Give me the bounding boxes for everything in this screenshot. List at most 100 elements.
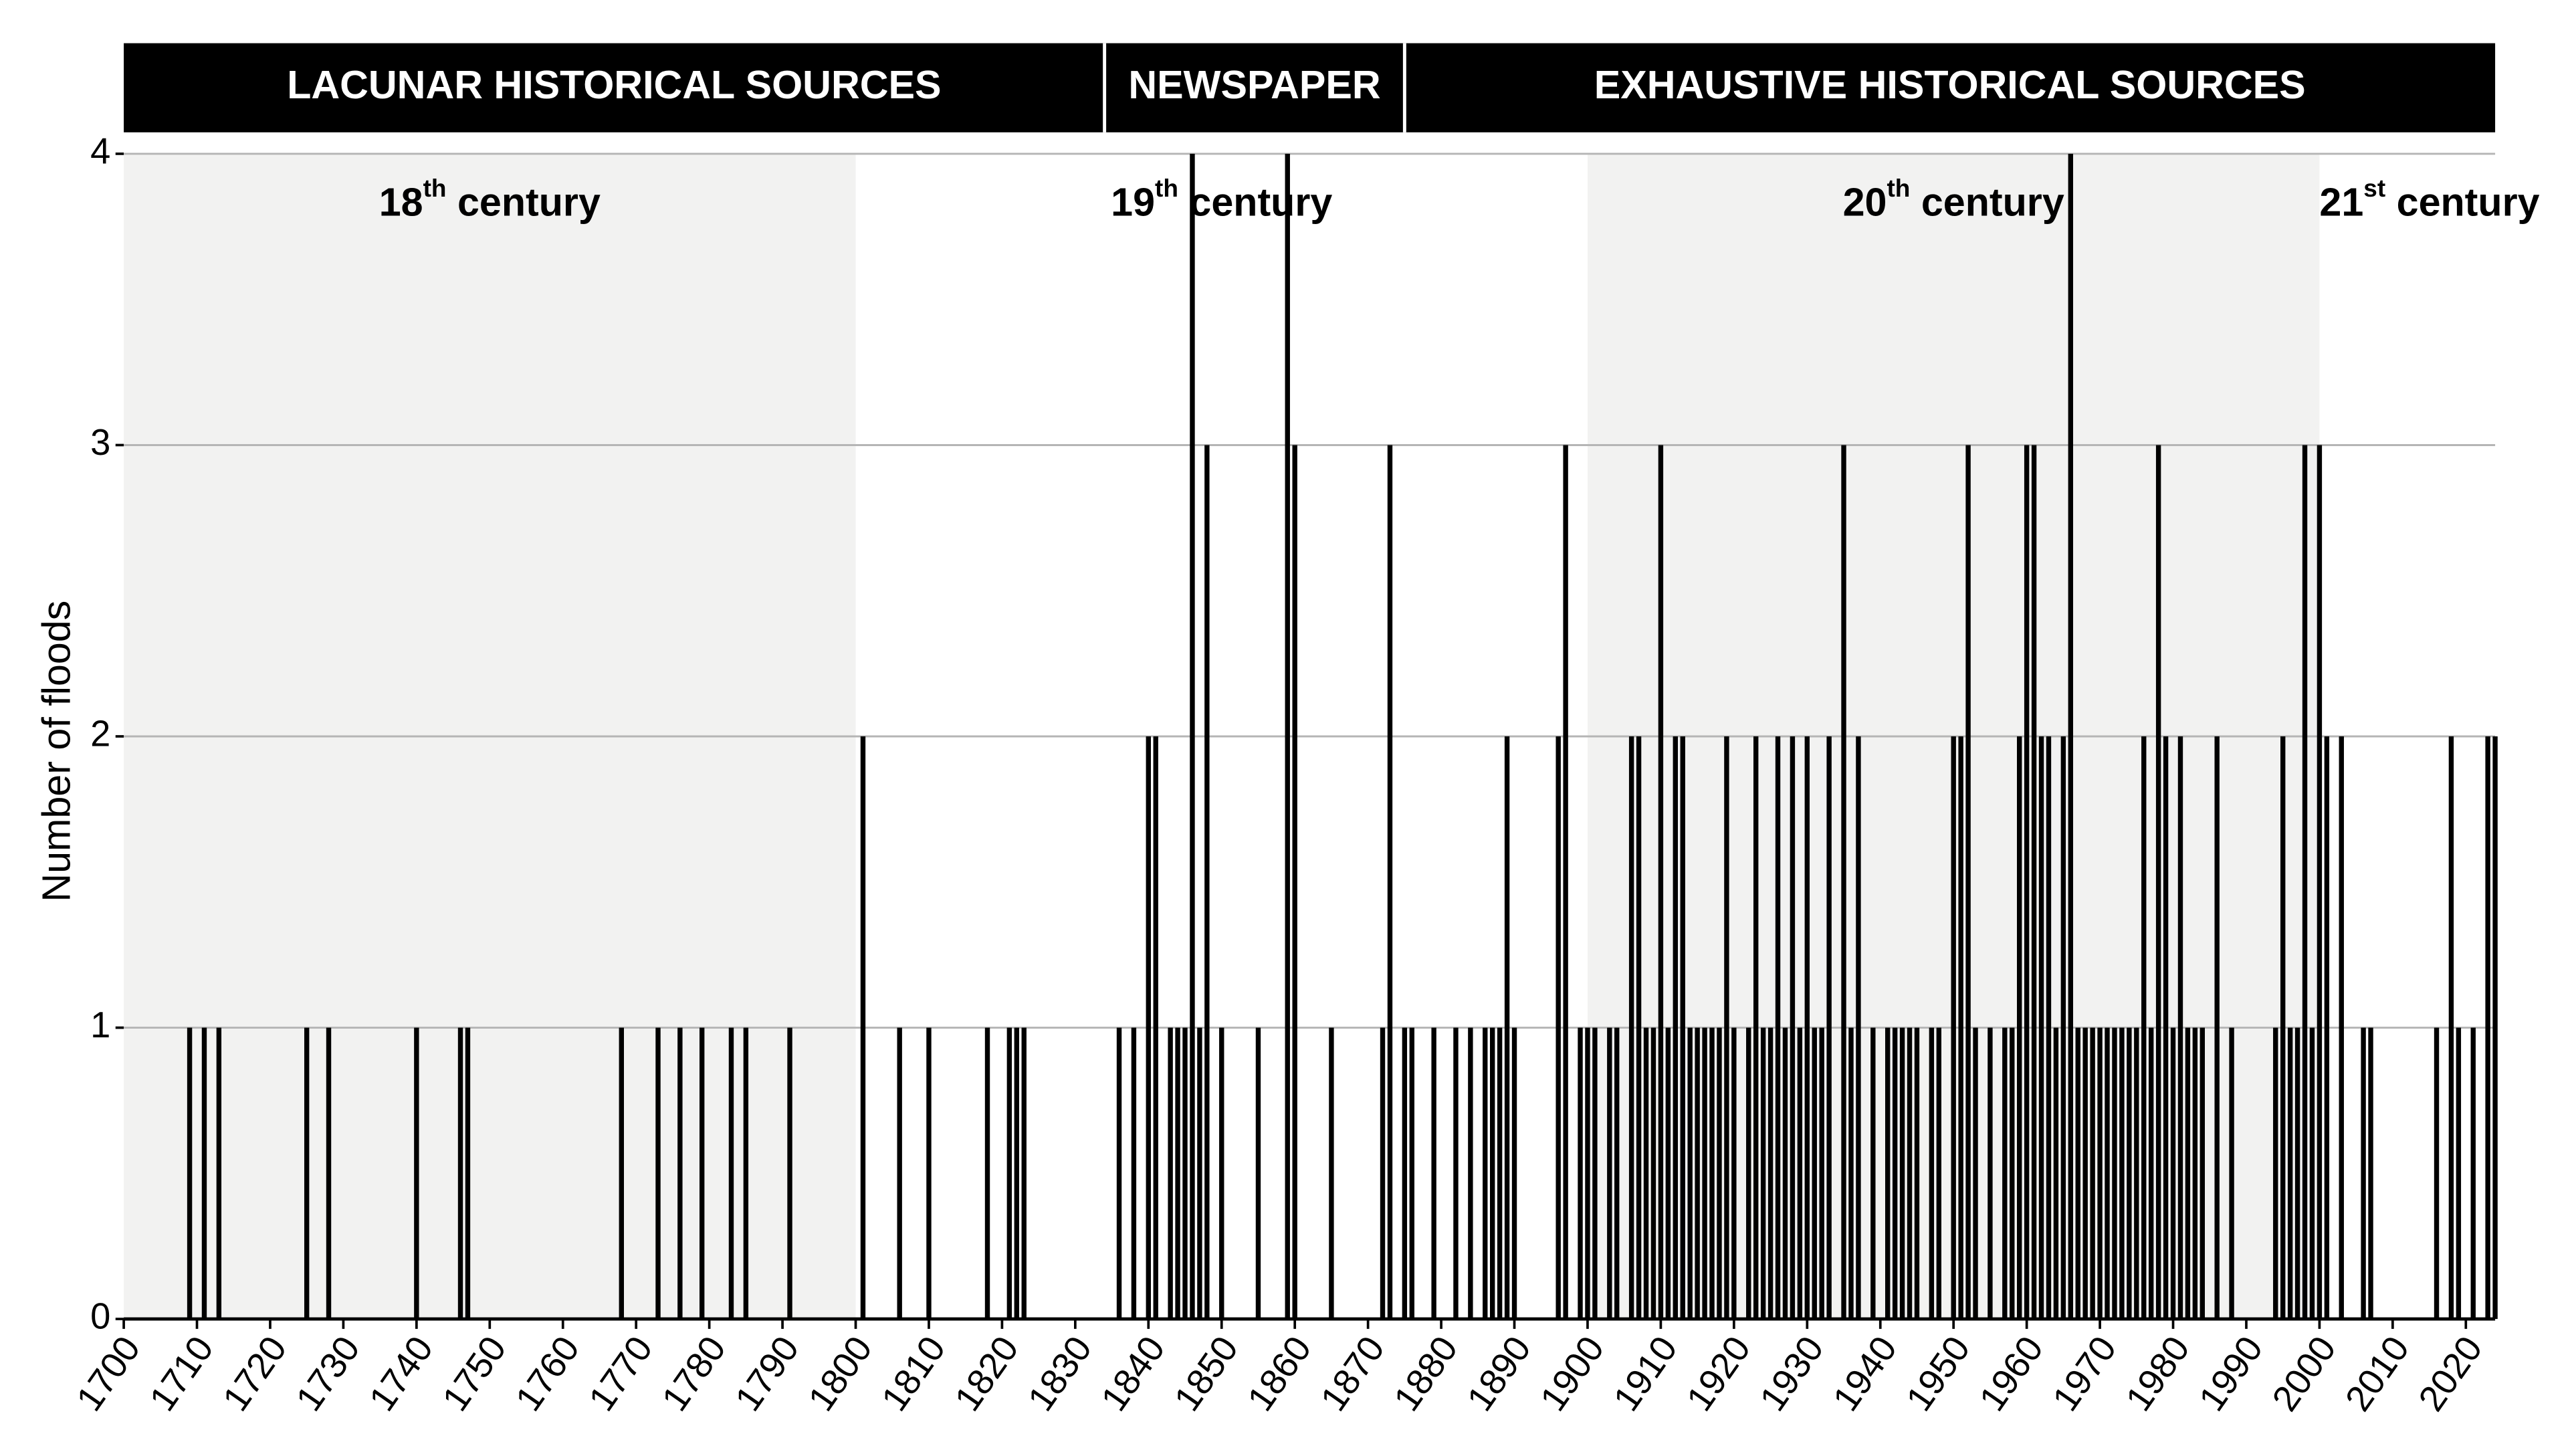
bar — [1483, 1027, 1488, 1320]
source-box — [1104, 43, 1405, 132]
bar — [2038, 736, 2044, 1320]
bar — [2192, 1027, 2198, 1320]
y-tick-label: 2 — [90, 713, 110, 754]
bar — [787, 1027, 792, 1320]
bar — [1870, 1027, 1876, 1320]
x-tick-label: 1910 — [1606, 1329, 1685, 1419]
bar — [2448, 736, 2454, 1320]
source-box — [1404, 43, 2496, 132]
bar — [1285, 153, 1290, 1320]
bar — [1760, 1027, 1766, 1320]
bar — [1204, 445, 1210, 1320]
bar — [655, 1027, 661, 1320]
bar — [1628, 736, 1634, 1320]
bar — [1658, 445, 1664, 1320]
bar — [2127, 1027, 2132, 1320]
bar — [2361, 1027, 2366, 1320]
bar — [2324, 736, 2330, 1320]
bar — [1885, 1027, 1891, 1320]
bar — [1695, 1027, 1700, 1320]
bar — [2163, 736, 2169, 1320]
bar — [2309, 1027, 2315, 1320]
bar — [2185, 1027, 2191, 1320]
bar — [1767, 1027, 1774, 1320]
bar — [1804, 736, 1810, 1320]
bar — [619, 1027, 624, 1320]
bar — [2229, 1027, 2234, 1320]
x-tick-label: 1730 — [288, 1329, 368, 1419]
x-tick-label: 1960 — [1971, 1329, 2051, 1419]
bar — [1951, 736, 1956, 1320]
source-box — [124, 43, 1105, 132]
y-tick-label: 1 — [90, 1005, 110, 1045]
bar — [1797, 1027, 1803, 1320]
bar — [1614, 1027, 1620, 1320]
bar — [201, 1027, 207, 1320]
x-tick-label: 1810 — [873, 1329, 953, 1419]
bar — [304, 1027, 310, 1320]
x-tick-label: 1850 — [1166, 1329, 1246, 1419]
bar — [897, 1027, 902, 1320]
bar — [2273, 1027, 2278, 1320]
bar — [326, 1027, 332, 1320]
bar — [2119, 1027, 2125, 1320]
bar — [1717, 1027, 1722, 1320]
bar — [2075, 1027, 2080, 1320]
bar — [2317, 445, 2323, 1320]
source-label: NEWSPAPER — [1128, 62, 1380, 107]
bar — [465, 1027, 471, 1320]
source-label: EXHAUSTIVE HISTORICAL SOURCES — [1594, 62, 2306, 107]
bar — [1790, 736, 1796, 1320]
bar — [2002, 1027, 2008, 1320]
x-tick-label: 1720 — [215, 1329, 294, 1419]
bar — [2294, 1027, 2300, 1320]
bar — [2024, 445, 2030, 1320]
x-tick-label: 1830 — [1020, 1329, 1099, 1419]
x-tick-label: 1770 — [580, 1329, 660, 1419]
bar — [1746, 1027, 1751, 1320]
x-tick-label: 1760 — [508, 1329, 587, 1419]
bar — [2214, 736, 2220, 1320]
bar — [743, 1027, 749, 1320]
bar — [1709, 1027, 1715, 1320]
bar — [2302, 445, 2308, 1320]
x-tick-label: 1890 — [1459, 1329, 1539, 1419]
bar — [2046, 736, 2052, 1320]
bar — [728, 1027, 734, 1320]
y-tick-label: 4 — [90, 130, 110, 171]
bar — [1753, 736, 1759, 1320]
bar — [1673, 736, 1679, 1320]
x-tick-label: 1860 — [1239, 1329, 1319, 1419]
bar — [1929, 1027, 1935, 1320]
x-tick-label: 1800 — [800, 1329, 880, 1419]
bar — [1731, 1027, 1737, 1320]
y-tick-label: 3 — [90, 422, 110, 463]
bar — [2016, 736, 2022, 1320]
bar — [1146, 736, 1152, 1320]
bar — [1826, 736, 1832, 1320]
bar — [2280, 736, 2286, 1320]
bar — [2105, 1027, 2110, 1320]
bar — [1914, 1027, 1920, 1320]
bar — [1563, 445, 1568, 1320]
bar — [1848, 1027, 1854, 1320]
x-tick-label: 2020 — [2410, 1329, 2490, 1419]
bar — [2148, 1027, 2154, 1320]
bar — [2031, 445, 2037, 1320]
bar — [2082, 1027, 2088, 1320]
bar — [2053, 1027, 2059, 1320]
bar — [414, 1027, 419, 1320]
bar — [1402, 1027, 1408, 1320]
bar — [1856, 736, 1861, 1320]
x-tick-label: 1900 — [1532, 1329, 1612, 1419]
bar — [1431, 1027, 1436, 1320]
bar — [1329, 1027, 1334, 1320]
x-tick-label: 1870 — [1313, 1329, 1392, 1419]
bar — [1380, 1027, 1386, 1320]
bar — [457, 1027, 463, 1320]
bar — [1702, 1027, 1707, 1320]
century-label: 18th century — [379, 174, 601, 224]
bar — [1504, 736, 1510, 1320]
bar — [2097, 1027, 2103, 1320]
